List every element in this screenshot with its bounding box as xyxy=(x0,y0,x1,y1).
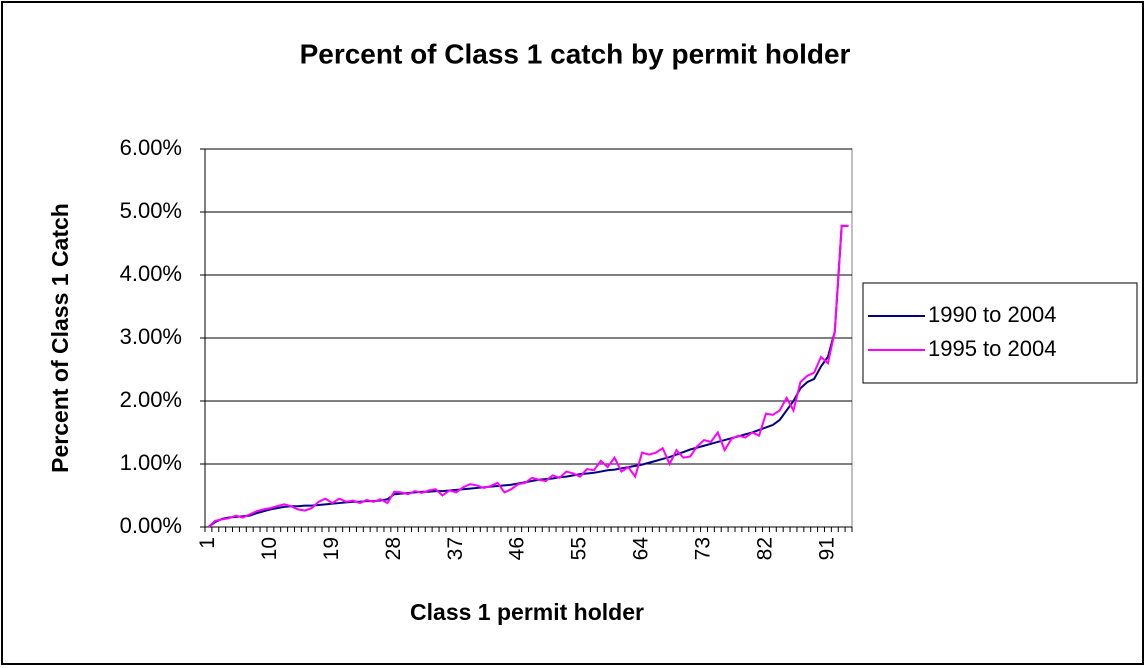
y-tick-label: 2.00% xyxy=(120,387,182,412)
x-tick-label: 46 xyxy=(506,537,529,560)
x-tick-label: 1 xyxy=(196,537,219,549)
legend-label: 1995 to 2004 xyxy=(928,336,1056,361)
series-line xyxy=(207,224,849,528)
x-tick-label: 73 xyxy=(692,537,715,560)
chart-title: Percent of Class 1 catch by permit holde… xyxy=(300,38,851,69)
x-axis-title: Class 1 permit holder xyxy=(410,599,644,625)
y-tick-label: 3.00% xyxy=(120,324,182,349)
y-tick-label: 0.00% xyxy=(120,513,182,538)
x-tick-label: 10 xyxy=(258,537,281,560)
y-tick-label: 5.00% xyxy=(120,198,182,223)
y-axis-title: Percent of Class 1 Catch xyxy=(47,203,73,473)
y-tick-label: 4.00% xyxy=(120,261,182,286)
x-tick-label: 19 xyxy=(320,537,343,560)
x-tick-label: 91 xyxy=(815,537,838,560)
legend-box xyxy=(862,282,1138,384)
x-tick-label: 64 xyxy=(630,537,653,561)
legend-label: 1990 to 2004 xyxy=(928,302,1056,327)
x-tick-label: 28 xyxy=(382,537,405,560)
x-tick-label: 37 xyxy=(444,537,467,560)
y-tick-label: 6.00% xyxy=(120,135,182,160)
y-tick-label: 1.00% xyxy=(120,450,182,475)
x-tick-label: 82 xyxy=(754,537,777,560)
x-tick-label: 55 xyxy=(568,537,591,560)
